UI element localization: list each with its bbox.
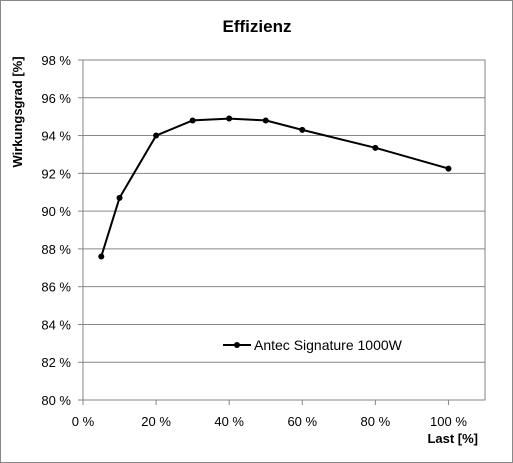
data-point: [445, 165, 452, 172]
x-axis-title: Last [%]: [427, 431, 478, 446]
legend-label: Antec Signature 1000W: [254, 337, 403, 353]
x-tick-label: 60 %: [287, 414, 317, 429]
x-tick-label: 0 %: [72, 414, 95, 429]
legend-marker: [234, 342, 240, 348]
plot-area: [82, 59, 486, 401]
data-point: [262, 117, 269, 124]
y-axis-ticks: 80 % 82 % 84 % 86 % 88 % 90 % 92 % 94 % 96 % 98 %: [41, 53, 83, 408]
x-tick-label: 40 %: [214, 414, 244, 429]
y-tick-label: 80 %: [41, 393, 71, 408]
x-tick-label: 100 %: [430, 414, 467, 429]
y-axis-title: Wirkungsgrad [%]: [10, 56, 25, 167]
legend: Antec Signature 1000W: [223, 337, 403, 353]
series-line: [100, 117, 449, 257]
y-tick-label: 88 %: [41, 242, 71, 257]
x-tick-label: 20 %: [141, 414, 171, 429]
x-axis-ticks: 0 % 20 % 40 % 60 % 80 % 100 %: [72, 400, 467, 429]
data-point: [153, 132, 160, 139]
data-point: [189, 117, 196, 124]
data-point: [372, 144, 379, 151]
y-tick-label: 92 %: [41, 166, 71, 181]
data-point: [98, 253, 105, 260]
y-tick-label: 90 %: [41, 204, 71, 219]
data-point: [299, 126, 306, 133]
y-tick-label: 94 %: [41, 129, 71, 144]
y-tick-label: 86 %: [41, 280, 71, 295]
data-point: [116, 194, 123, 201]
y-tick-label: 82 %: [41, 355, 71, 370]
x-tick-label: 80 %: [361, 414, 391, 429]
series-layer: [98, 115, 452, 260]
y-tick-label: 96 %: [41, 91, 71, 106]
y-tick-label: 84 %: [41, 317, 71, 332]
y-tick-label: 98 %: [41, 53, 71, 68]
chart-title: Effizienz: [223, 17, 292, 36]
data-point: [226, 115, 233, 122]
